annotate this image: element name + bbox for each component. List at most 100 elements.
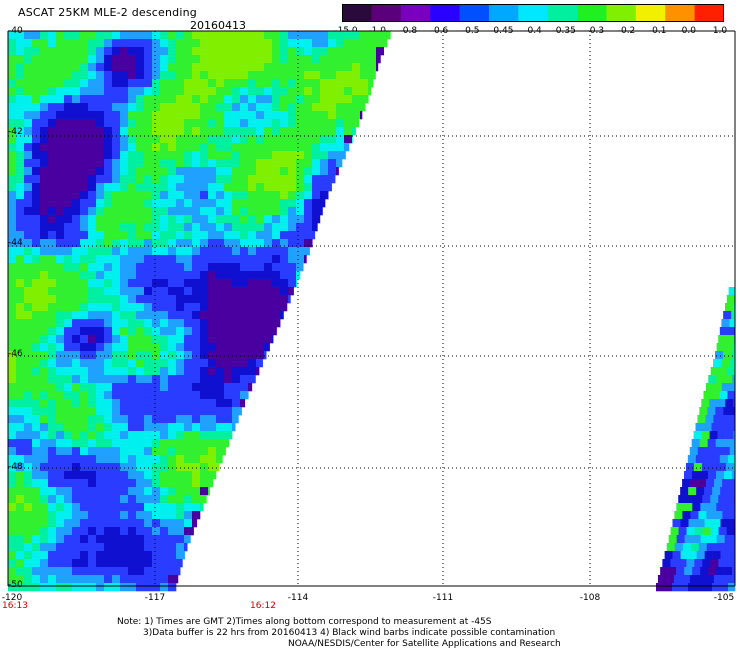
swath-cell [152,135,161,144]
swath-cell [48,55,57,64]
swath-cell [24,271,33,280]
swath-cell [32,247,41,256]
swath-cell [232,55,241,64]
swath-cell [152,207,161,216]
swath-cell [144,375,153,384]
swath-cell [24,527,33,536]
swath-cell [144,71,153,80]
swath-cell [700,471,709,480]
swath-cell [224,231,233,240]
swath-cell [120,127,129,136]
swath-cell [88,567,97,576]
swath-cell [328,159,337,168]
swath-cell [80,39,89,48]
swath-cell [248,351,257,360]
swath-cell [673,575,683,584]
swath-cell [128,63,137,72]
swath-cell [128,247,137,256]
swath-cell [692,503,701,512]
swath-cell [200,215,209,224]
swath-cell [248,239,257,248]
swath-cell [224,287,233,296]
swath-cell [80,503,89,512]
swath-cell [160,271,169,280]
swath-cell [280,39,289,48]
swath-cell [232,31,241,40]
swath-cell [168,583,177,592]
swath-cell [128,439,137,448]
swath-cell [80,463,89,472]
swath-cell [120,311,129,320]
swath-cell [32,399,41,408]
swath-cell [96,471,105,480]
swath-cell [224,95,233,104]
swath-cell [176,39,185,48]
swath-cell [320,39,329,48]
swath-cell [682,511,691,520]
swath-cell [112,343,121,352]
swath-cell [128,463,137,472]
swath-cell [56,463,65,472]
swath-cell [216,311,225,320]
swath-cell [56,575,65,584]
swath-cell [160,447,169,456]
swath-cell [56,215,65,224]
swath-cell [32,375,41,384]
swath-cell [296,231,305,240]
swath-cell [296,95,305,104]
swath-cell [368,87,371,96]
swath-cell [16,183,25,192]
swath-cell [48,335,57,344]
swath-cell [56,439,65,448]
swath-cell [8,223,17,232]
swath-cell [88,287,97,296]
swath-cell [128,183,137,192]
swath-cell [368,39,377,48]
swath-cell [304,167,313,176]
swath-cell [732,303,736,312]
swath-cell [368,71,376,80]
swath-cell [160,255,169,264]
swath-cell [128,327,137,336]
swath-cell [96,207,105,216]
swath-cell [160,327,169,336]
swath-cell [96,567,105,576]
swath-cell [344,103,353,112]
swath-cell [288,207,297,216]
swath-cell [707,439,716,448]
swath-cell [96,95,105,104]
swath-cell [176,199,185,208]
swath-cell [56,199,65,208]
swath-cell [240,311,249,320]
swath-cell [48,471,57,480]
swath-cell [729,383,736,392]
swath-cell [104,215,113,224]
swath-cell [104,303,113,312]
swath-cell [328,151,337,160]
swath-cell [80,119,89,128]
swath-cell [344,151,346,160]
swath-cell [160,383,169,392]
swath-cell [32,159,41,168]
swath-cell [72,543,81,552]
swath-cell [256,111,265,120]
swath-cell [320,87,329,96]
swath-cell [722,479,731,488]
swath-cell [64,351,73,360]
swath-cell [168,511,177,520]
swath-cell [248,175,257,184]
swath-cell [208,159,217,168]
swath-cell [128,263,137,272]
swath-cell [160,191,169,200]
swath-cell [288,191,297,200]
swath-cell [376,31,385,40]
swath-cell [256,39,265,48]
swath-cell [32,351,41,360]
swath-cell [8,415,17,424]
swath-cell [728,551,736,560]
swath-cell [264,303,273,312]
swath-cell [88,583,97,592]
swath-cell [112,247,121,256]
swath-cell [168,287,177,296]
swath-cell [48,311,57,320]
